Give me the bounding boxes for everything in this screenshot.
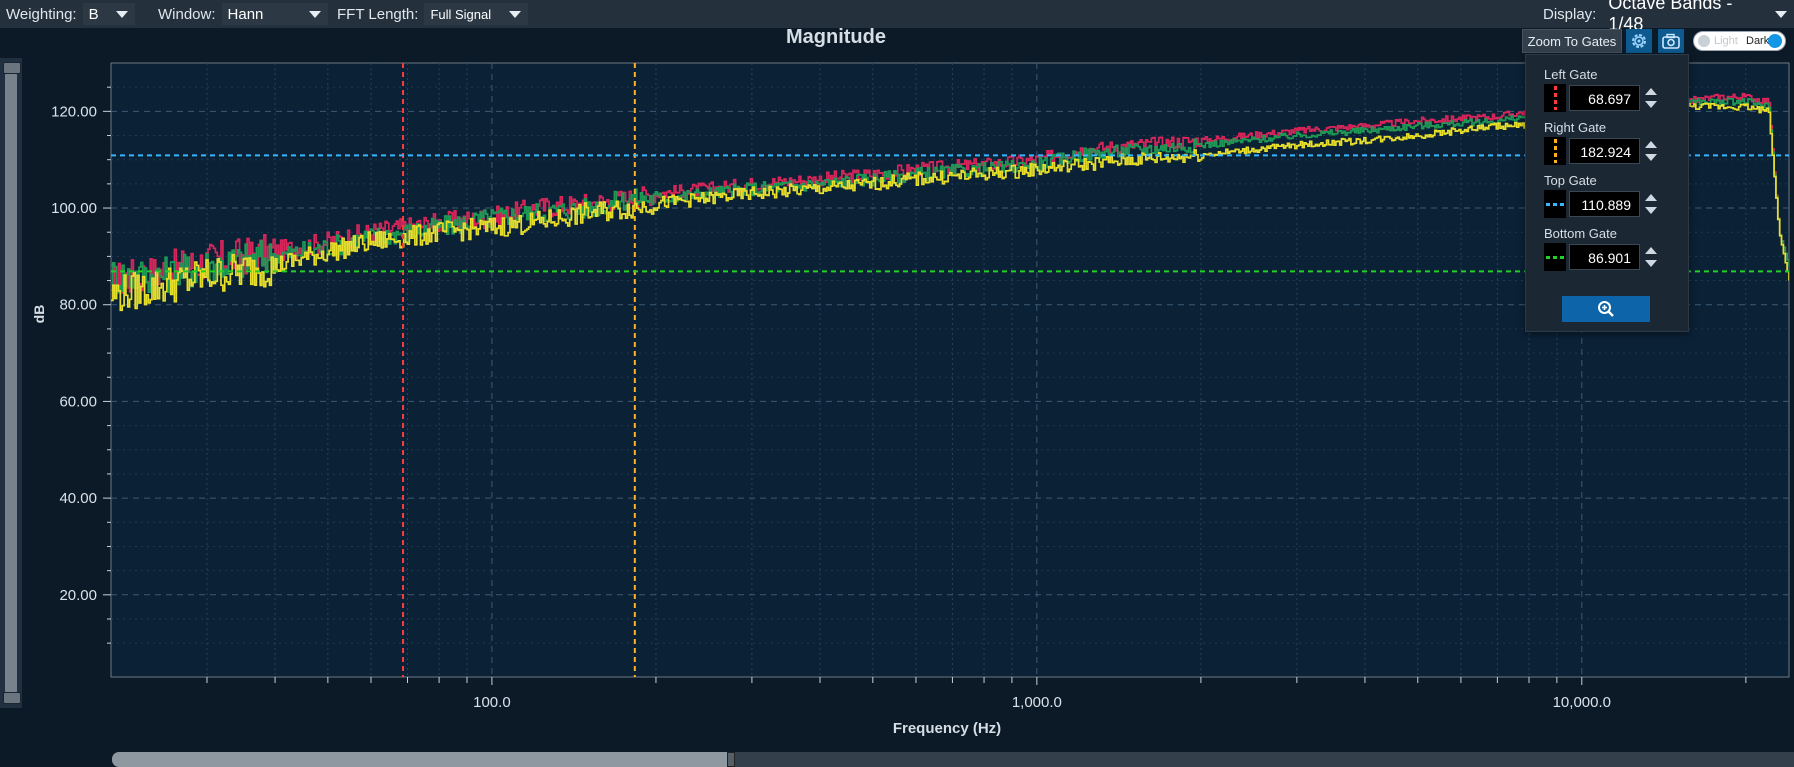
vertical-zoom-scrollbar[interactable] <box>0 58 22 708</box>
top-toolbar: Weighting: B Window: Hann FFT Length: Fu… <box>0 0 1794 34</box>
plot-area <box>110 62 1790 678</box>
fft-length-value: Full Signal <box>430 6 492 22</box>
chevron-down-icon <box>308 11 321 18</box>
y-axis-title: dB <box>31 305 47 324</box>
x-tick-label: 1,000.0 <box>1012 694 1062 711</box>
right-gate-label: Right Gate <box>1544 120 1607 135</box>
left-gate: Left Gate 68.697 <box>1544 67 1674 112</box>
gear-icon <box>1632 34 1646 48</box>
gates-panel: Left Gate 68.697 Right Gate 182.924 To <box>1525 54 1689 332</box>
magnitude-chart[interactable]: 100.0 1,000.0 10,000.0 20.00 40.00 60.00 80.00… <box>0 56 1794 750</box>
left-gate-swatch <box>1544 84 1566 112</box>
window-value: Hann <box>227 5 264 23</box>
bottom-gate-swatch <box>1544 243 1566 271</box>
left-gate-spinner[interactable] <box>1644 85 1658 111</box>
chevron-down-icon[interactable] <box>1645 260 1657 267</box>
chevron-down-icon <box>115 11 128 18</box>
top-gate-label: Top Gate <box>1544 173 1597 188</box>
fft-length-control: FFT Length: Full Signal <box>337 0 529 28</box>
vertical-scroll-track[interactable] <box>5 72 17 698</box>
weighting-value: B <box>88 5 99 23</box>
series-line <box>111 102 1789 312</box>
display-dropdown[interactable]: Octave Bands - 1/48 <box>1602 0 1794 34</box>
window-label: Window: <box>158 5 216 23</box>
x-tick-label: 100.0 <box>473 694 511 711</box>
chevron-up-icon[interactable] <box>1645 88 1657 95</box>
right-gate-input[interactable]: 182.924 <box>1569 138 1640 164</box>
horizontal-zoom-scrollbar[interactable] <box>112 752 1794 767</box>
top-gate-input[interactable]: 110.889 <box>1569 191 1640 217</box>
horizontal-scroll-thumb[interactable] <box>112 752 730 767</box>
right-gate: Right Gate 182.924 <box>1544 120 1674 165</box>
bottom-gate-input[interactable]: 86.901 <box>1569 244 1640 270</box>
chart-title: Magnitude <box>786 26 886 48</box>
y-tick-label: 20.00 <box>59 587 97 604</box>
chevron-up-icon[interactable] <box>1645 194 1657 201</box>
y-tick-label: 40.00 <box>59 490 97 507</box>
left-gate-input[interactable]: 68.697 <box>1569 85 1640 111</box>
right-gate-spinner[interactable] <box>1644 138 1658 164</box>
chevron-down-icon[interactable] <box>1645 154 1657 161</box>
fft-length-label: FFT Length: <box>337 5 419 23</box>
weighting-dropdown[interactable]: B <box>82 3 135 25</box>
chevron-down-icon[interactable] <box>1645 207 1657 214</box>
screenshot-button[interactable] <box>1658 29 1684 53</box>
chevron-up-icon[interactable] <box>1645 141 1657 148</box>
weighting-control: Weighting: B <box>6 0 135 28</box>
settings-button[interactable] <box>1626 29 1652 53</box>
display-label: Display: <box>1543 5 1597 23</box>
top-gate-spinner[interactable] <box>1644 191 1658 217</box>
fft-length-dropdown[interactable]: Full Signal <box>424 3 529 25</box>
horizontal-scroll-grip[interactable] <box>727 752 735 767</box>
window-dropdown[interactable]: Hann <box>221 3 328 25</box>
theme-dark-label: Dark <box>1746 35 1770 47</box>
x-axis-title: Frequency (Hz) <box>893 720 1001 737</box>
zoom-to-gates-button[interactable]: Zoom To Gates <box>1522 29 1622 53</box>
chevron-up-icon[interactable] <box>1645 247 1657 254</box>
bottom-gate-label: Bottom Gate <box>1544 226 1617 241</box>
toggle-knob-light <box>1698 35 1710 47</box>
right-gate-swatch <box>1544 137 1566 165</box>
left-gate-label: Left Gate <box>1544 67 1598 82</box>
top-gate-swatch <box>1544 190 1566 218</box>
theme-light-label: Light <box>1714 35 1738 47</box>
vertical-scroll-handle-bottom[interactable] <box>3 692 21 704</box>
x-tick-label: 10,000.0 <box>1553 694 1611 711</box>
top-gate: Top Gate 110.889 <box>1544 173 1674 218</box>
vertical-scroll-handle-top[interactable] <box>3 62 21 74</box>
y-tick-label: 60.00 <box>59 393 97 410</box>
theme-toggle[interactable]: Light Dark <box>1693 31 1786 51</box>
toggle-knob-dark <box>1768 34 1782 48</box>
chevron-down-icon <box>1775 11 1787 18</box>
bottom-gate: Bottom Gate 86.901 <box>1544 226 1674 271</box>
apply-zoom-button[interactable] <box>1562 296 1650 322</box>
bottom-gate-spinner[interactable] <box>1644 244 1658 270</box>
y-tick-label: 120.00 <box>51 103 97 120</box>
series-line <box>111 97 1789 296</box>
chevron-down-icon <box>509 11 522 18</box>
chevron-down-icon[interactable] <box>1645 101 1657 108</box>
display-control: Display: Octave Bands - 1/48 <box>1543 0 1794 34</box>
window-control: Window: Hann <box>158 0 328 28</box>
y-tick-label: 80.00 <box>59 297 97 314</box>
camera-icon <box>1662 33 1680 49</box>
weighting-label: Weighting: <box>6 5 77 23</box>
zoom-in-icon <box>1598 301 1614 317</box>
y-tick-label: 100.00 <box>51 200 97 217</box>
